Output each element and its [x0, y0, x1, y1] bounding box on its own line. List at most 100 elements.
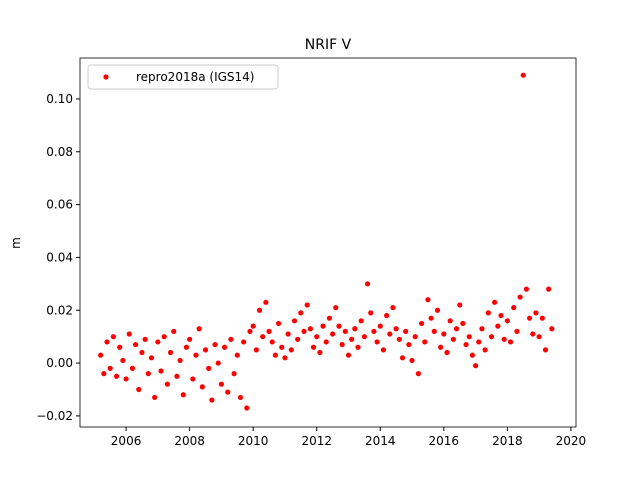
point: [504, 318, 510, 324]
x-tick-label: 2006: [111, 434, 142, 448]
point: [412, 334, 418, 340]
y-tick-label: −0.02: [36, 409, 73, 423]
point: [301, 328, 307, 334]
point: [310, 344, 317, 350]
point: [202, 347, 209, 353]
point: [107, 365, 113, 371]
y-tick-label: 0.02: [46, 303, 73, 317]
point: [221, 344, 228, 350]
point: [187, 336, 193, 342]
point: [339, 341, 345, 348]
point: [193, 352, 199, 358]
point: [447, 318, 453, 324]
point: [228, 336, 234, 342]
point: [218, 381, 224, 387]
point: [453, 326, 460, 332]
point: [180, 392, 186, 398]
point: [320, 323, 326, 329]
point: [349, 336, 355, 342]
point: [536, 334, 542, 340]
point: [390, 305, 396, 311]
point: [472, 363, 479, 369]
point: [295, 336, 301, 342]
point: [247, 328, 253, 334]
point: [549, 326, 555, 332]
point: [507, 339, 514, 345]
point: [399, 355, 406, 361]
point: [488, 334, 495, 340]
point: [374, 339, 380, 345]
point: [215, 360, 221, 366]
point: [485, 310, 491, 316]
point: [117, 344, 123, 350]
point: [323, 339, 329, 345]
legend-marker: [103, 74, 109, 80]
point: [110, 334, 116, 340]
point: [288, 347, 294, 353]
legend-box: [87, 64, 279, 90]
point: [418, 320, 425, 327]
point: [291, 318, 298, 324]
point: [152, 394, 158, 401]
point: [164, 381, 170, 387]
point: [422, 339, 428, 345]
plot-frame: [79, 57, 577, 428]
x-tick-label: 2012: [301, 434, 332, 448]
point: [190, 376, 196, 382]
point: [342, 328, 348, 334]
legend-label: repro2018a (IGS14): [136, 70, 254, 84]
x-tick-label: 2016: [429, 434, 460, 448]
point: [145, 371, 151, 377]
point: [161, 334, 167, 340]
point: [523, 286, 530, 292]
point: [266, 328, 272, 334]
point: [498, 312, 504, 319]
point: [355, 344, 361, 350]
point: [174, 373, 180, 379]
point: [495, 323, 501, 329]
point: [199, 384, 205, 390]
point: [463, 341, 469, 348]
point: [511, 305, 517, 311]
point: [425, 297, 431, 303]
point: [387, 331, 393, 337]
y-tick-label: 0.06: [46, 198, 73, 212]
x-tick-label: 2008: [174, 434, 205, 448]
point: [482, 347, 488, 353]
point: [520, 72, 526, 78]
point: [212, 341, 218, 348]
point: [148, 355, 155, 361]
point: [460, 320, 466, 327]
point: [298, 310, 304, 316]
point: [253, 347, 259, 353]
x-tick-label: 2018: [492, 434, 523, 448]
point: [469, 352, 476, 358]
point: [279, 344, 285, 350]
point: [183, 344, 190, 350]
point: [409, 357, 415, 364]
point: [244, 405, 250, 411]
y-tick-label: 0.08: [46, 145, 73, 159]
point: [317, 349, 323, 356]
point: [209, 397, 215, 403]
point: [384, 312, 390, 319]
point: [434, 307, 441, 313]
y-tick-label: 0.00: [46, 356, 73, 370]
point: [406, 341, 412, 348]
point: [345, 352, 352, 358]
y-tick-label: 0.04: [46, 250, 73, 264]
point: [104, 339, 110, 345]
point: [466, 334, 472, 340]
point: [250, 323, 256, 329]
point: [517, 294, 523, 300]
point: [167, 349, 174, 356]
point: [352, 326, 358, 332]
point: [358, 318, 364, 324]
point: [263, 299, 269, 305]
point: [377, 323, 383, 329]
point: [428, 315, 434, 321]
point: [336, 323, 342, 329]
point: [380, 347, 387, 353]
point: [333, 305, 339, 311]
point: [196, 326, 202, 332]
